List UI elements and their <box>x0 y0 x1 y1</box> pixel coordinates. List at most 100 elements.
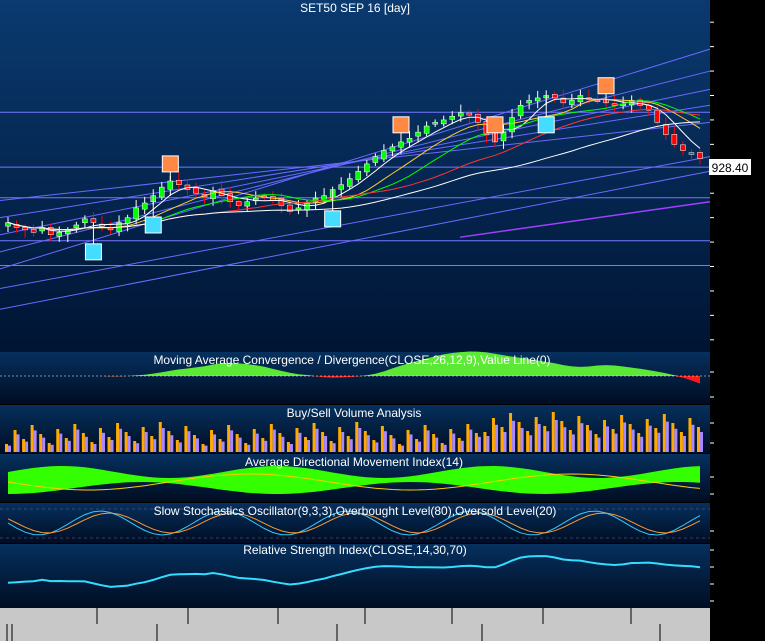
volume-bar-sell <box>597 437 601 452</box>
volume-title: Buy/Sell Volume Analysis <box>287 406 422 420</box>
volume-bar-buy <box>517 422 521 452</box>
candle-body <box>569 100 575 105</box>
last-price-label: 928.40 <box>712 161 749 175</box>
volume-bar-sell <box>375 442 379 452</box>
volume-bar-buy <box>355 422 359 452</box>
volume-bar-sell <box>161 428 165 452</box>
volume-bar-buy <box>457 438 461 452</box>
volume-bar-sell <box>366 435 370 452</box>
trend-channel-line <box>0 121 711 202</box>
candle-body <box>381 150 387 160</box>
volume-bar-sell <box>426 430 430 452</box>
candle-body <box>287 204 293 212</box>
volume-bar-buy <box>654 428 658 452</box>
volume-bar-sell <box>127 436 131 452</box>
volume-bar-sell <box>443 444 447 452</box>
stochastic-panel[interactable] <box>0 503 710 543</box>
adx-line <box>7 473 701 491</box>
volume-bar-buy <box>645 419 649 452</box>
volume-bar-sell <box>358 428 362 452</box>
volume-bar-buy <box>483 432 487 452</box>
volume-bar-buy <box>329 441 333 452</box>
candle-body <box>227 193 233 203</box>
volume-bar-sell <box>101 432 105 452</box>
volume-bar-sell <box>588 430 592 452</box>
volume-bar-buy <box>440 443 444 452</box>
volume-bar-buy <box>5 444 8 452</box>
volume-bar-sell <box>178 442 182 452</box>
volume-bar-sell <box>213 434 217 452</box>
moving-average-line <box>7 121 701 231</box>
volume-bar-buy <box>432 434 436 452</box>
volume-bar-sell <box>195 438 199 452</box>
candle-body <box>466 112 473 116</box>
sell-signal-marker <box>161 155 179 173</box>
volume-bar-buy <box>56 429 60 452</box>
volume-bar-sell <box>400 445 404 452</box>
volume-bar-buy <box>235 434 239 452</box>
candle-body <box>338 184 344 190</box>
volume-bar-sell <box>272 429 276 452</box>
adx-directional-area <box>8 466 700 494</box>
buy-signal-marker <box>144 216 162 234</box>
volume-bar-buy <box>423 425 427 452</box>
volume-bar-buy <box>39 434 43 452</box>
adx-title: Average Directional Movement Index(14) <box>245 455 463 469</box>
candle-body <box>124 217 131 224</box>
stochastic-k-line <box>7 510 701 536</box>
volume-bar-buy <box>671 423 675 452</box>
candle-body <box>671 134 678 145</box>
volume-bar-buy <box>688 418 692 452</box>
volume-bar-sell <box>230 430 234 452</box>
volume-bar-buy <box>628 424 632 452</box>
volume-bar-buy <box>415 439 419 452</box>
volume-bar-buy <box>474 433 478 452</box>
candle-body <box>440 119 447 125</box>
candle-body <box>509 117 515 133</box>
moving-average-line <box>7 97 701 232</box>
candle-body <box>526 100 532 104</box>
volume-bar-sell <box>76 429 80 452</box>
volume-bar-sell <box>204 445 208 452</box>
volume-bar-buy <box>98 428 102 452</box>
volume-bar-buy <box>124 432 128 452</box>
volume-bar-sell <box>110 440 114 452</box>
candle-body <box>663 124 669 135</box>
volume-bar-buy <box>175 440 179 452</box>
stochastic-d-line <box>7 512 701 534</box>
volume-bar-sell <box>16 434 20 452</box>
volume-bar-buy <box>466 424 470 452</box>
candle-body <box>594 99 601 102</box>
volume-bar-sell <box>264 440 268 452</box>
volume-bar-buy <box>551 412 555 452</box>
volume-bar-sell <box>623 422 627 452</box>
candle-body <box>22 227 28 231</box>
volume-bar-sell <box>563 427 567 452</box>
volume-bar-buy <box>227 425 231 452</box>
macd-panel[interactable] <box>0 352 710 404</box>
volume-bar-sell <box>324 436 328 452</box>
volume-bar-buy <box>585 425 589 452</box>
trend-channel-line <box>0 88 711 236</box>
buy-signal-marker <box>84 243 102 261</box>
volume-bar-sell <box>648 425 652 452</box>
candle-body <box>355 170 362 180</box>
volume-bar-buy <box>73 424 77 452</box>
volume-bar-sell <box>281 436 285 452</box>
candle-body <box>500 131 507 142</box>
macd-histogram-area <box>8 351 700 383</box>
volume-bar-sell <box>580 423 584 452</box>
trend-channel-line <box>0 48 711 270</box>
candle-body <box>637 99 643 106</box>
volume-bar-buy <box>611 429 615 452</box>
candle-body <box>159 186 165 198</box>
candle-body <box>90 218 97 223</box>
price-panel[interactable] <box>0 0 710 352</box>
candle-body <box>415 131 421 137</box>
volume-bar-buy <box>269 424 273 452</box>
volume-bar-sell <box>341 432 345 452</box>
volume-bar-sell <box>452 433 456 452</box>
candle-body <box>244 201 250 207</box>
rsi-panel[interactable] <box>0 544 710 608</box>
buy-signal-marker <box>537 116 555 134</box>
